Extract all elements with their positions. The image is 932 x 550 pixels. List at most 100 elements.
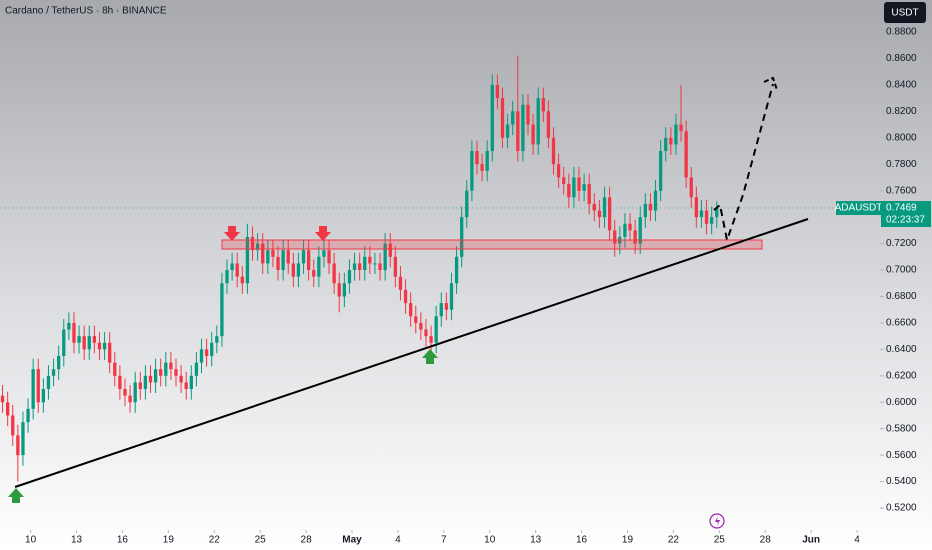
candle-body	[31, 369, 35, 409]
x-tick-label: 19	[622, 535, 634, 546]
candle-body	[138, 382, 142, 390]
event-icon-bolt[interactable]	[715, 516, 720, 526]
last-price-label: 0.7469	[886, 203, 917, 214]
candle-body	[592, 203, 596, 211]
candle-body	[684, 131, 688, 178]
candle-body	[133, 382, 137, 403]
candle-body	[179, 375, 183, 383]
candle-body	[607, 197, 612, 231]
candle-body	[210, 342, 214, 356]
candle-body	[337, 283, 341, 297]
y-tick-label: 0.5800	[886, 423, 917, 434]
candle-body	[332, 263, 336, 284]
candle-body	[164, 362, 168, 376]
candle-body	[143, 375, 148, 390]
candle-body	[704, 210, 709, 224]
x-tick-label: 28	[760, 535, 772, 546]
chart-title: Cardano / TetherUS · 8h · BINANCE	[5, 6, 167, 17]
candle-body	[199, 349, 204, 363]
candle-body	[679, 124, 683, 132]
candle-body	[516, 111, 520, 152]
countdown-label: 02:23:37	[886, 215, 925, 226]
candle-body	[123, 389, 127, 396]
candle-body	[118, 375, 122, 390]
y-tick-label: 0.6000	[886, 397, 917, 408]
candle-body	[82, 336, 86, 350]
candle-body	[317, 256, 321, 277]
y-tick-label: 0.5600	[886, 450, 917, 461]
currency-label[interactable]: USDT	[891, 8, 918, 19]
candle-body	[312, 270, 316, 277]
candle-body	[363, 256, 367, 271]
candle-body	[562, 177, 566, 185]
candle-body	[638, 217, 642, 244]
candle-body	[531, 124, 535, 145]
candle-body	[327, 250, 331, 264]
candle-body	[709, 217, 714, 224]
candle-body	[587, 184, 591, 204]
candle-body	[429, 336, 433, 343]
y-tick-label: 0.8000	[886, 132, 917, 143]
y-tick-label: 0.7800	[886, 159, 917, 170]
candle-body	[572, 177, 576, 198]
candle-body	[490, 84, 494, 152]
candle-body	[357, 263, 362, 271]
candle-body	[128, 395, 132, 403]
candle-body	[215, 336, 219, 343]
y-tick-label: 0.7600	[886, 185, 917, 196]
x-tick-label: 10	[484, 535, 496, 546]
y-tick-label: 0.6800	[886, 291, 917, 302]
candle-body	[169, 362, 173, 370]
candle-body	[159, 369, 163, 376]
candle-body	[245, 236, 250, 284]
candle-body	[113, 362, 117, 376]
drawings	[8, 76, 809, 529]
candle-body	[378, 263, 382, 271]
candle-body	[261, 243, 265, 264]
y-tick-label: 0.5400	[886, 476, 917, 487]
candle-body	[398, 276, 403, 290]
x-tick-label: 4	[395, 535, 401, 546]
event-icon[interactable]	[709, 513, 725, 529]
candle-body	[653, 190, 658, 211]
candle-body	[281, 250, 285, 271]
candle-body	[648, 203, 653, 211]
x-tick-label: 22	[209, 535, 221, 546]
candle-body	[439, 303, 443, 317]
candle-body	[699, 210, 704, 218]
candle-body	[424, 329, 428, 337]
candle-body	[62, 329, 66, 356]
projection-path	[713, 83, 774, 244]
candle-body	[470, 151, 474, 191]
candle-body	[495, 84, 500, 99]
down-arrow	[315, 226, 331, 241]
candle-body	[669, 137, 673, 145]
up-arrow	[422, 349, 438, 364]
resistance-zone	[221, 239, 763, 250]
y-tick-label: 0.5200	[886, 503, 917, 514]
currency-box[interactable]	[884, 2, 926, 23]
candle-body	[664, 137, 668, 152]
candle-body	[613, 230, 617, 244]
candle-body	[148, 375, 153, 383]
candle-body	[414, 316, 418, 323]
candle-body	[577, 177, 581, 191]
x-tick-label: 25	[714, 535, 726, 546]
candle-body	[475, 151, 479, 165]
y-tick-label: 0.8400	[886, 80, 917, 91]
y-tick-label: 0.6200	[886, 370, 917, 381]
candle-body	[633, 230, 637, 244]
candle-body	[674, 124, 678, 145]
candle-body	[536, 98, 540, 145]
candle-body	[541, 98, 545, 112]
candle-body	[77, 336, 81, 343]
candle-body	[67, 322, 71, 330]
candle-body	[46, 375, 51, 390]
x-tick-label: 13	[71, 535, 83, 546]
candle-body	[419, 322, 423, 330]
candle-body	[342, 283, 347, 297]
candle-body	[230, 263, 234, 271]
candle-body	[276, 256, 280, 271]
x-tick-label: May	[342, 535, 362, 546]
